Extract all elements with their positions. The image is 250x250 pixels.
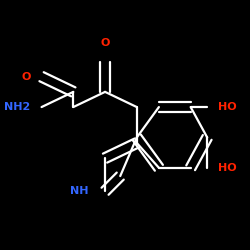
Text: HO: HO: [218, 163, 237, 173]
Text: NH2: NH2: [4, 102, 30, 112]
Text: HO: HO: [218, 102, 237, 112]
Text: O: O: [100, 38, 110, 48]
Text: O: O: [21, 72, 30, 82]
Text: NH: NH: [70, 186, 88, 196]
